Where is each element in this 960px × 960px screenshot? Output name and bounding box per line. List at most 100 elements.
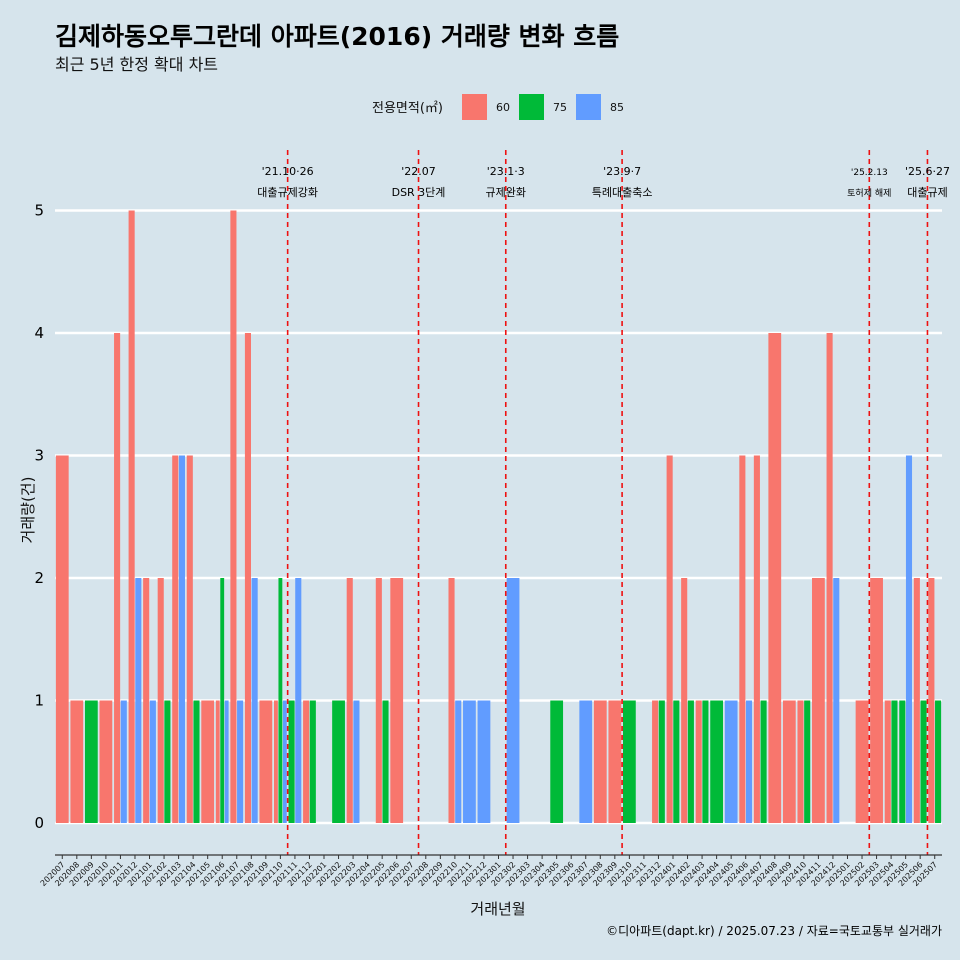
bar-202410-75 [804,700,811,823]
bar-202308-60 [593,700,607,823]
annotation-event-1: DSR 3단계 [392,186,446,199]
annotation-event-5: 대출규제 [907,186,947,199]
chart-title: 김제하동오투그란데 아파트(2016) 거래량 변화 흐름 [55,22,619,51]
bar-202412-60 [826,333,833,823]
bar-202402-75 [687,700,694,823]
bar-202504-60 [884,700,891,823]
bar-202205-75 [382,700,389,823]
bar-202210-85 [455,700,462,823]
annotation-date-4: '25.2.13 [851,168,888,178]
bar-202211-85 [463,700,476,823]
bar-202401-75 [673,700,680,823]
bar-202108-60 [244,333,251,823]
bar-202111-75 [288,700,295,823]
bar-202403-75 [702,700,709,823]
bar-202108-85 [251,578,258,823]
bar-202505-75 [899,700,906,823]
y-tick-1: 1 [34,692,44,710]
y-tick-2: 2 [34,569,44,587]
x-axis-label: 거래년월 [470,900,525,918]
bar-202310-75 [622,700,636,823]
bar-202307-85 [579,700,593,823]
bar-202210-60 [448,578,455,823]
bar-202503-60 [870,578,883,823]
bar-202506-60 [913,578,920,823]
bar-202106-60 [215,700,220,823]
annotation-date-5: '25.6·27 [905,165,950,178]
y-tick-4: 4 [34,324,44,342]
bar-202101-85 [149,700,156,823]
bar-202107-85 [237,700,244,823]
bar-202103-85 [178,455,185,823]
caption: ©디아파트(dapt.kr) / 2025.07.23 / 자료=국토교통부 실… [606,924,942,938]
bar-202105-60 [201,700,215,823]
bar-202111-85 [295,578,302,823]
bar-202403-60 [695,700,702,823]
y-tick-5: 5 [34,202,44,220]
bar-202410-60 [797,700,804,823]
bar-202203-60 [346,578,353,823]
bar-202312-60 [652,700,659,823]
bar-202406-60 [739,455,746,823]
bar-202504-75 [891,700,898,823]
bar-202506-75 [920,700,927,823]
bar-202102-75 [164,700,171,823]
bar-202505-85 [905,455,913,823]
bar-202009-75 [84,700,98,823]
legend-label-75: 75 [553,101,567,114]
chart-subtitle: 최근 5년 한정 확대 차트 [55,55,218,74]
bar-202102-60 [157,578,164,823]
annotations: '21.10·26 대출규제강화 '22.07 DSR 3단계 '23.1·3 규제완화 '… [257,150,950,855]
bar-202010-60 [99,700,113,823]
bar-202103-60 [172,455,179,823]
bar-202411-60 [812,578,825,823]
legend-swatch-85 [576,94,601,120]
legend: 전용면적(㎡) 60 75 85 [372,94,624,120]
annotation-event-3: 특례대출축소 [592,186,653,199]
bar-202212-85 [477,700,491,823]
annotation-date-1: '22.07 [401,165,436,178]
annotation-date-0: '21.10·26 [262,165,314,178]
bar-202011-85 [120,700,127,823]
bar-202104-75 [193,700,200,823]
bar-202305-75 [550,700,564,823]
bars [55,210,942,823]
y-axis-label: 거래량(건) [19,477,37,544]
bar-202312-75 [658,700,665,823]
bar-202507-60 [928,578,935,823]
bar-202012-85 [135,578,142,823]
bar-202112-60 [303,700,310,823]
y-tick-0: 0 [34,814,44,832]
annotation-date-2: '23.1·3 [487,165,525,178]
bar-202107-60 [230,210,237,823]
bar-202110-85 [282,700,287,823]
bar-202407-75 [760,700,767,823]
bar-202408-60 [768,333,782,823]
bar-202401-60 [666,455,673,823]
y-tick-3: 3 [34,447,44,465]
bar-202008-60 [70,700,84,823]
annotation-event-0: 대출규제강화 [257,186,318,199]
bar-202104-60 [186,455,193,823]
bar-202101-60 [143,578,150,823]
bar-202112-75 [309,700,316,823]
annotation-event-4: 토허제 해제 [847,188,891,199]
bar-202012-60 [128,210,135,823]
bar-202502-60 [855,700,869,823]
bar-202309-60 [608,700,622,823]
x-axis: 2020072020082020092020102020112020122021… [39,854,942,888]
bar-202507-75 [935,700,942,823]
bar-202109-60 [259,700,273,823]
bar-202412-85 [833,578,840,823]
legend-swatch-60 [462,94,487,120]
bar-202202-75 [332,700,345,823]
bar-202409-60 [782,700,796,823]
bar-202007-60 [55,455,69,823]
bar-202406-85 [746,700,753,823]
bar-202106-85 [224,700,229,823]
bar-202405-85 [724,700,738,823]
bar-202404-75 [710,700,724,823]
bar-202011-60 [114,333,121,823]
bar-202203-85 [353,700,360,823]
